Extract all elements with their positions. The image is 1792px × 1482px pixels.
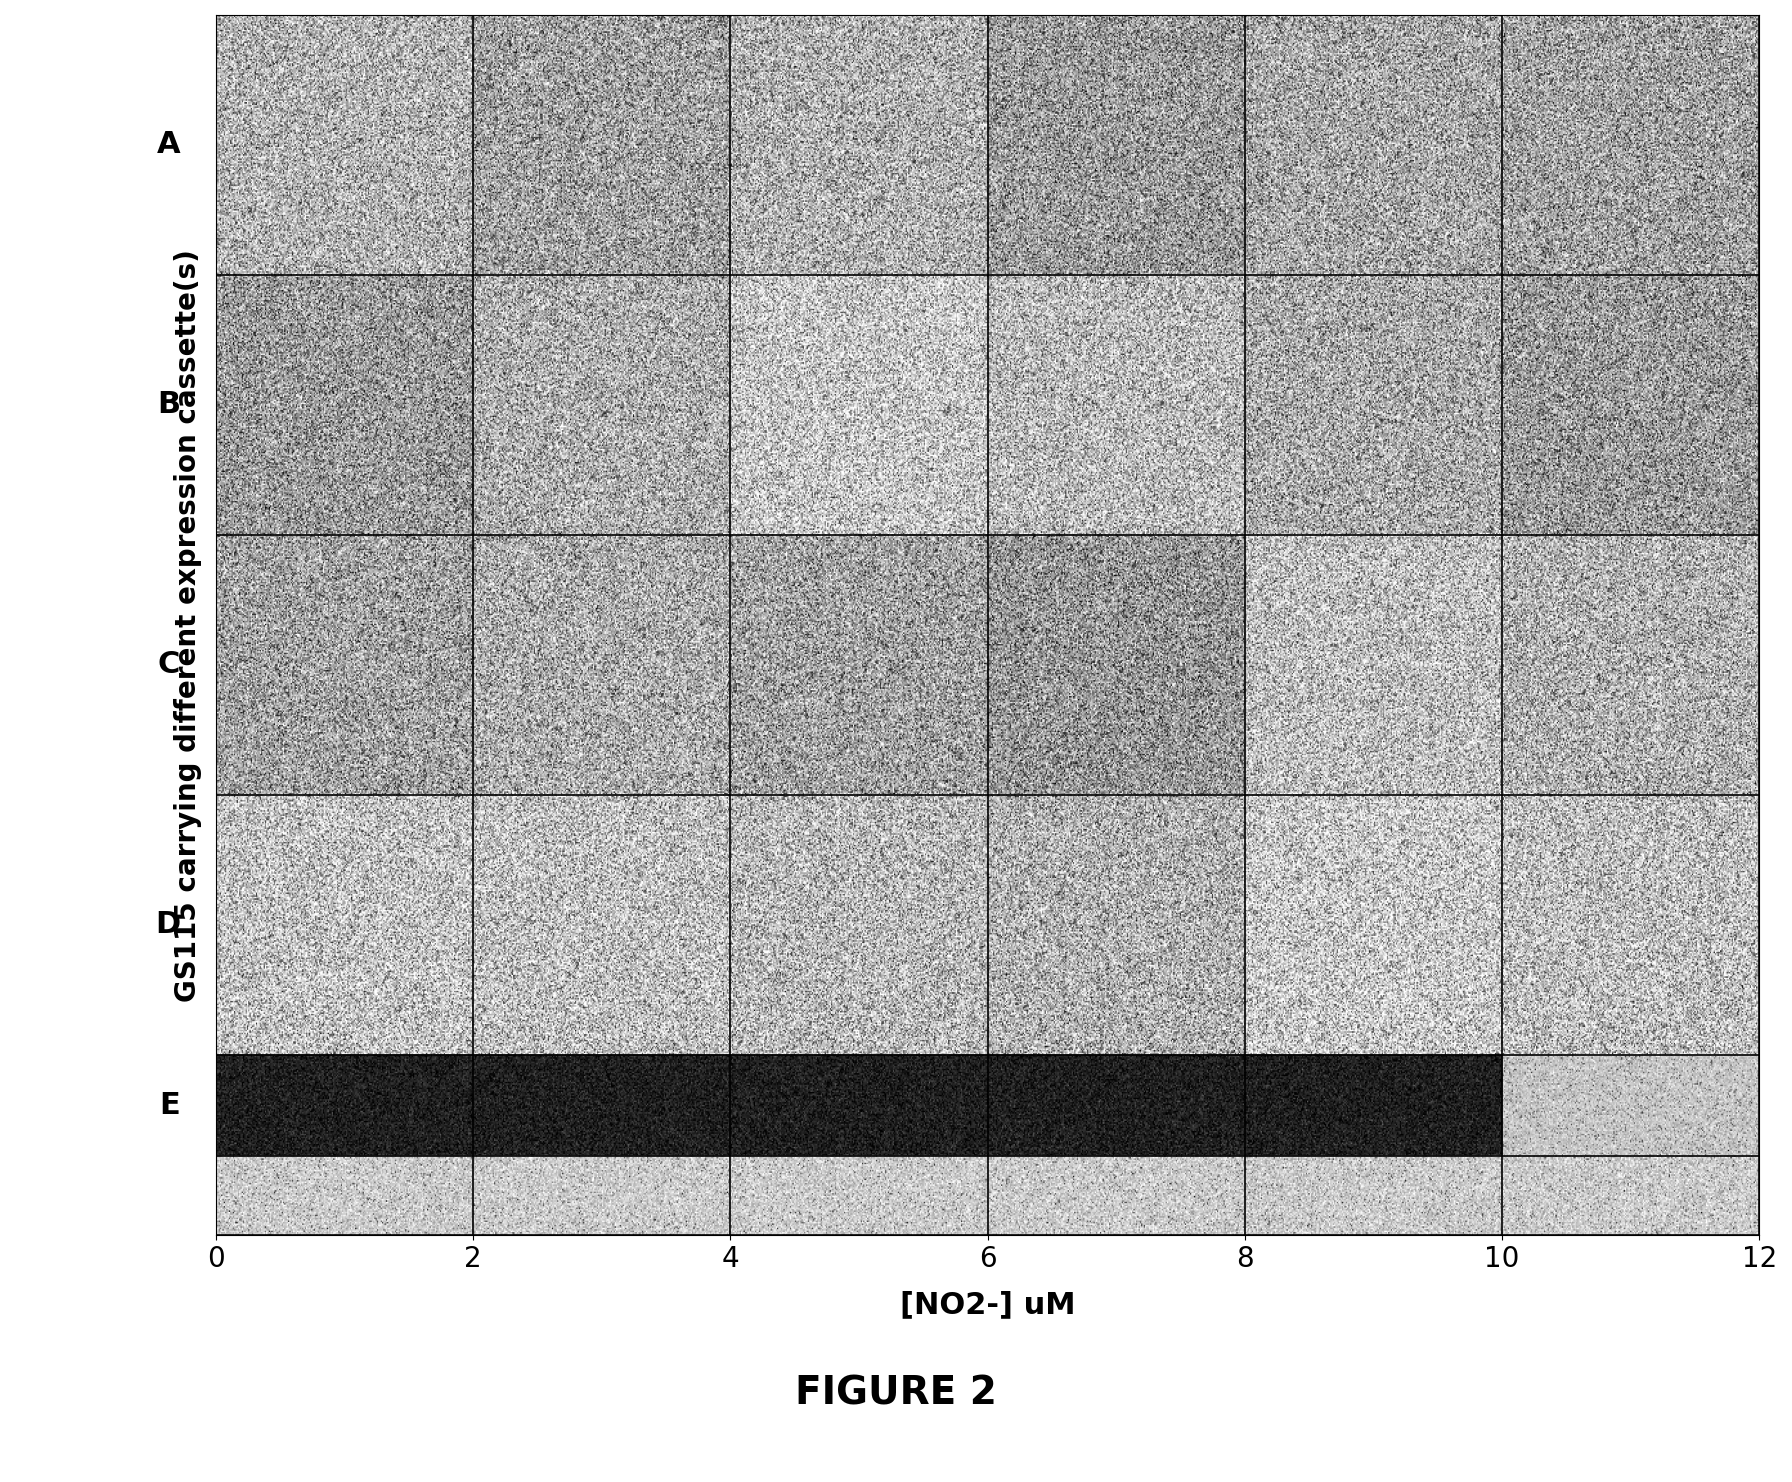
X-axis label: [NO2-] uM: [NO2-] uM xyxy=(900,1289,1075,1319)
Y-axis label: GS115 carrying different expression cassette(s): GS115 carrying different expression cass… xyxy=(174,249,202,1002)
Text: B: B xyxy=(158,390,179,419)
Text: E: E xyxy=(159,1091,179,1120)
Text: C: C xyxy=(158,651,179,679)
Text: A: A xyxy=(156,130,179,160)
Text: D: D xyxy=(154,910,179,940)
Text: FIGURE 2: FIGURE 2 xyxy=(796,1374,996,1412)
